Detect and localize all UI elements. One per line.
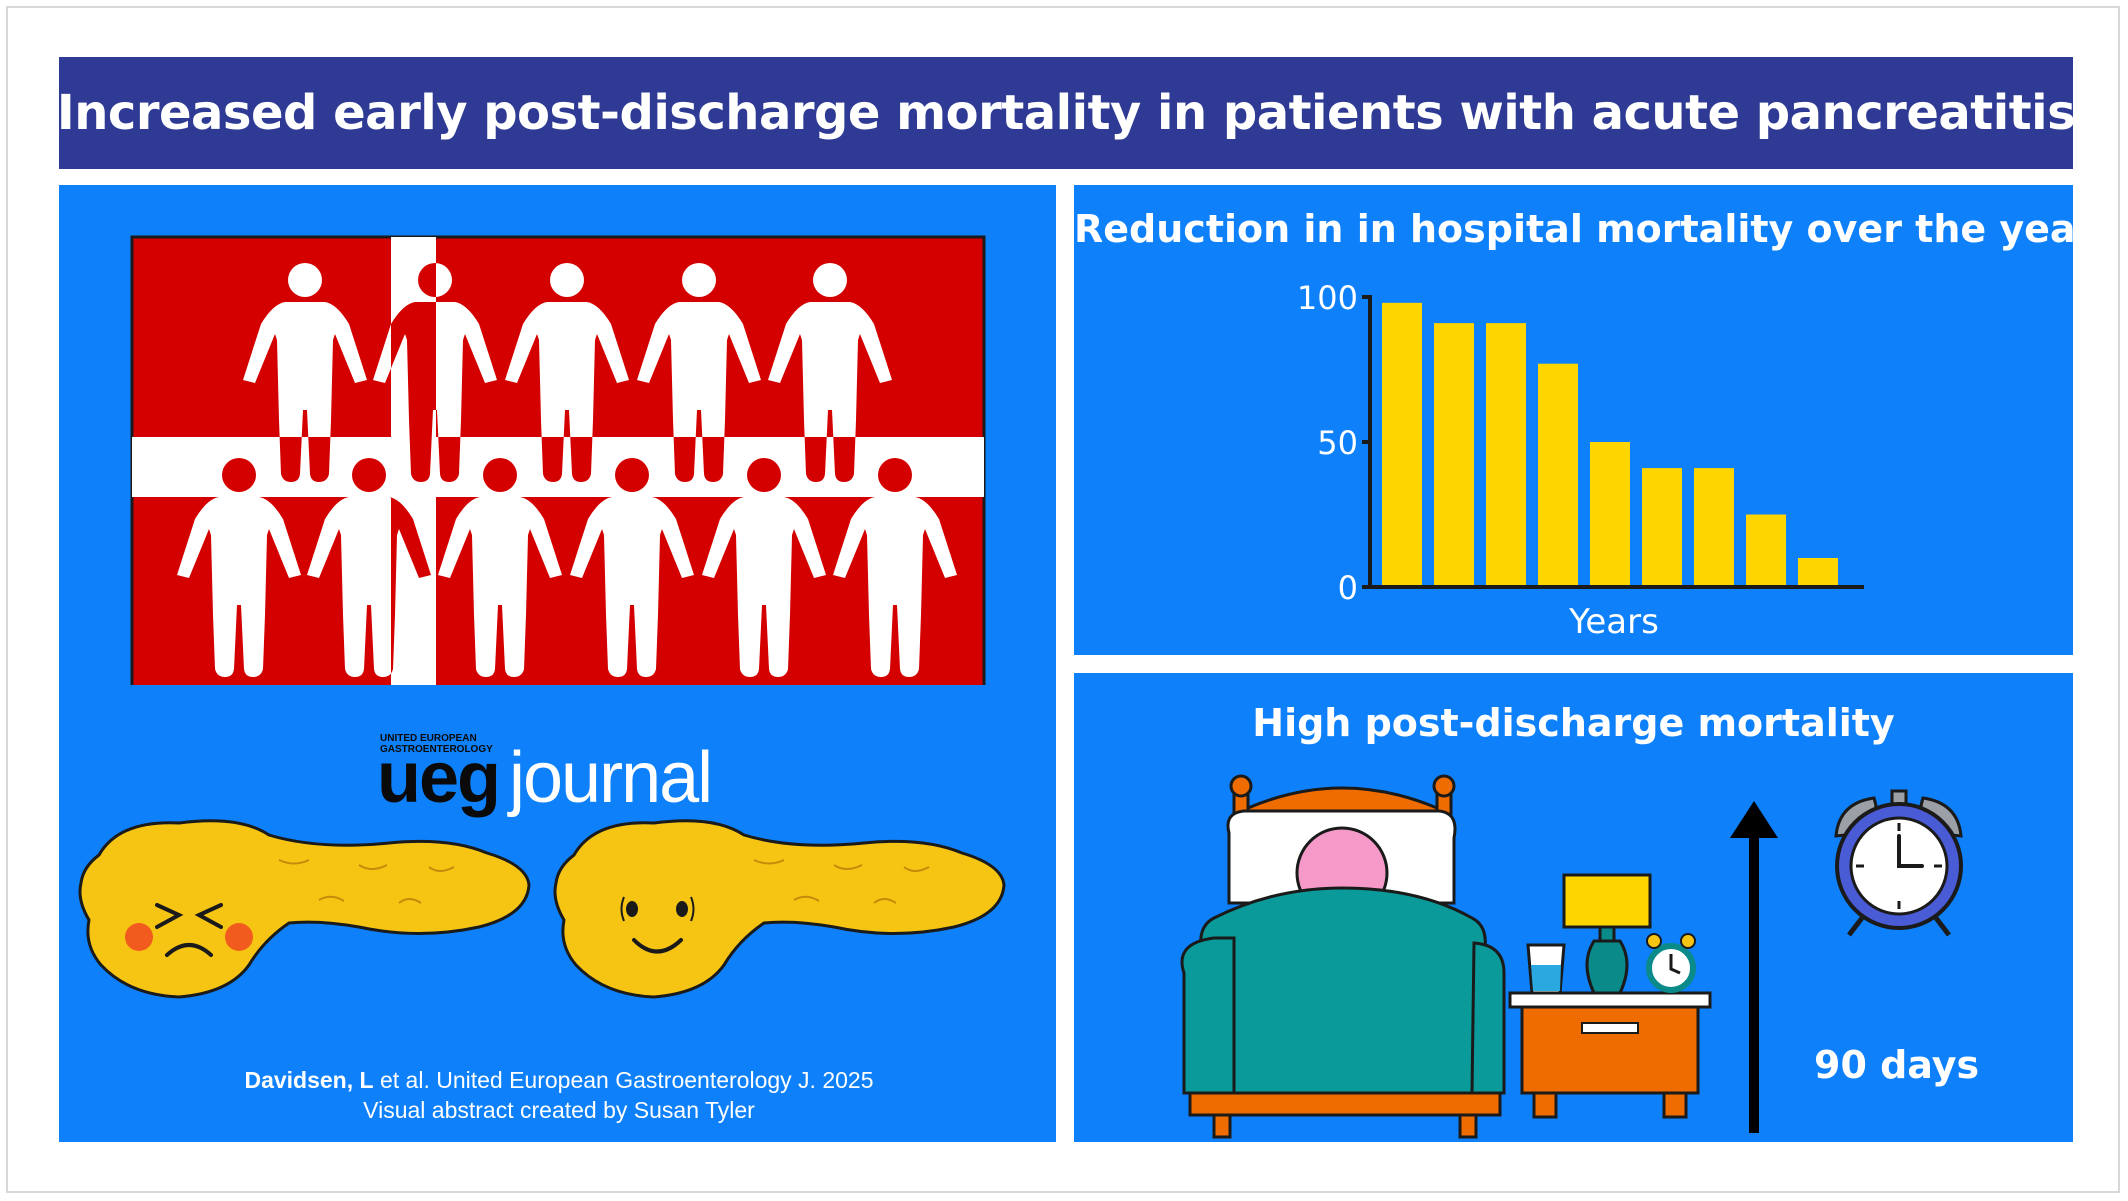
left-panel: UNITED EUROPEAN GASTROENTEROLOGY ueg jour…: [59, 185, 1056, 1142]
water-glass-icon: [1526, 943, 1566, 995]
y-axis-ticks: 100 50 0: [1297, 279, 1372, 607]
post-discharge-title: High post-discharge mortality: [1252, 701, 1895, 745]
post-discharge-panel: High post-discharge mortality: [1074, 673, 2073, 1142]
alarm-clock-icon: [1834, 789, 1963, 937]
citation-authors: Davidsen, L: [244, 1067, 374, 1093]
journal-logo: ueg journal: [377, 737, 713, 819]
small-alarm-clock-icon: [1646, 933, 1696, 993]
y-tick-label: 50: [1317, 424, 1358, 462]
pancreas-sad-icon: [78, 819, 531, 999]
bar-3: [1486, 323, 1526, 587]
journal-publisher-text: UNITED EUROPEAN GASTROENTEROLOGY: [380, 733, 493, 755]
days-label: 90 days: [1814, 1043, 1980, 1087]
bed-icon: [1180, 774, 1506, 1139]
pancreas-illustrations: [78, 819, 1006, 999]
citation-source: et al. United European Gastroenterology …: [373, 1067, 874, 1093]
bar-8: [1746, 514, 1786, 587]
page-title: Increased early post-discharge mortality…: [56, 85, 2076, 141]
lamp-icon: [1562, 873, 1652, 995]
citation: Davidsen, L et al. United European Gastr…: [119, 1065, 999, 1125]
credit-text: Visual abstract created by Susan Tyler: [363, 1097, 755, 1123]
pancreas-happy-icon: [553, 819, 1006, 999]
chart-title: Reduction in in hospital mortality over …: [1074, 207, 2073, 251]
bar-6: [1642, 468, 1682, 587]
bar-1: [1382, 302, 1422, 587]
y-tick-label: 0: [1338, 569, 1358, 607]
bar-5: [1590, 442, 1630, 587]
chart-panel: Reduction in in hospital mortality over …: [1074, 185, 2073, 655]
x-axis-label: Years: [1568, 602, 1659, 642]
bar-2: [1434, 323, 1474, 587]
bars: [1382, 302, 1838, 587]
bar-9: [1798, 558, 1838, 587]
denmark-flag-people: [130, 235, 986, 685]
title-bar: Increased early post-discharge mortality…: [56, 57, 2076, 169]
bar-7: [1694, 468, 1734, 587]
bar-4: [1538, 363, 1578, 587]
journal-brand: ueg: [377, 738, 501, 818]
nightstand-icon: [1508, 991, 1712, 1119]
journal-word: journal: [509, 738, 713, 818]
y-tick-label: 100: [1297, 279, 1358, 317]
mortality-bar-chart: 100 50 0 Years: [1297, 279, 1864, 642]
bedroom-illustration: [1180, 774, 1963, 1139]
up-arrow-icon: [1730, 801, 1778, 1133]
